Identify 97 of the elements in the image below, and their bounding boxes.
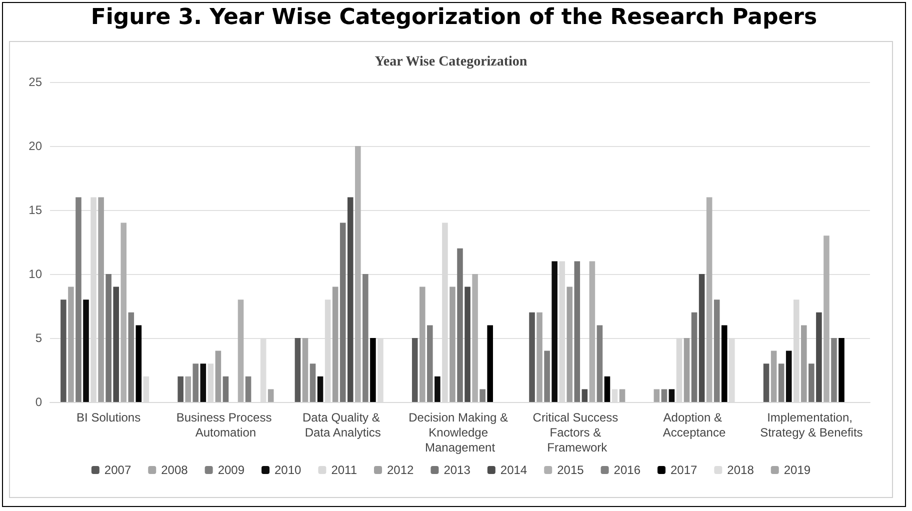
- bar: [824, 236, 830, 402]
- bar: [450, 286, 456, 402]
- legend-label: 2018: [727, 463, 754, 477]
- chart-subtitle: Year Wise Categorization: [374, 54, 528, 70]
- bar: [661, 389, 668, 402]
- bar: [668, 389, 675, 402]
- legend-label: 2013: [444, 463, 471, 477]
- bar: [222, 376, 229, 402]
- bar: [582, 389, 588, 402]
- bar: [128, 312, 134, 402]
- bar: [192, 364, 199, 402]
- bar: [76, 197, 82, 402]
- legend-label: 2019: [784, 463, 811, 477]
- bar: [136, 325, 142, 402]
- x-tick-label: Decision Making & Knowledge Management: [408, 410, 512, 454]
- bar: [698, 274, 705, 402]
- bar: [310, 364, 316, 402]
- bar: [419, 286, 426, 402]
- bar: [370, 338, 376, 402]
- bar: [106, 274, 112, 402]
- bar: [434, 376, 440, 402]
- bar: [427, 325, 433, 402]
- bar: [294, 338, 301, 402]
- legend-label: 2009: [218, 463, 245, 477]
- bar: [786, 350, 792, 402]
- legend-label: 2012: [387, 463, 414, 477]
- legend-label: 2008: [161, 463, 188, 477]
- bar: [589, 261, 596, 402]
- legend-label: 2007: [104, 463, 132, 477]
- bar: [355, 146, 361, 402]
- bar: [838, 338, 844, 402]
- bar: [596, 325, 603, 402]
- y-tick-label: 25: [28, 75, 42, 89]
- legend-label: 2014: [500, 463, 528, 477]
- x-tick-label: Implementation, Strategy & Benefits: [760, 410, 863, 440]
- bar: [200, 364, 206, 402]
- bar: [347, 197, 354, 402]
- legend-label: 2015: [557, 463, 584, 477]
- x-tick-label: Business Process Automation: [176, 410, 276, 440]
- bar: [60, 300, 66, 402]
- bar: [574, 261, 580, 402]
- bar: [340, 222, 346, 402]
- bar: [472, 274, 478, 402]
- bar: [604, 376, 610, 402]
- bar: [120, 222, 127, 402]
- bar: [238, 300, 244, 402]
- bar: [763, 364, 770, 402]
- bar: [68, 286, 74, 402]
- y-tick-label: 0: [35, 395, 42, 409]
- bar: [654, 389, 660, 402]
- bar: [317, 376, 324, 402]
- bar: [684, 338, 690, 402]
- bar: [816, 312, 822, 402]
- bar: [770, 350, 777, 402]
- legend-label: 2010: [274, 463, 302, 477]
- bar: [332, 286, 338, 402]
- bar: [801, 325, 807, 402]
- x-tick-label: Critical Success Factors & Framework: [532, 410, 622, 454]
- bar: [706, 197, 712, 402]
- bar: [113, 286, 119, 402]
- bar: [619, 389, 626, 402]
- legend-label: 2011: [331, 463, 358, 477]
- bar: [480, 389, 486, 402]
- bar: [544, 350, 550, 402]
- bar: [457, 248, 463, 402]
- bar: [808, 364, 814, 402]
- x-tick-label: Data Quality & Data Analytics: [302, 410, 384, 440]
- bar: [178, 376, 184, 402]
- bar: [691, 312, 698, 402]
- bar: [487, 325, 493, 402]
- legend-label: 2016: [614, 463, 641, 477]
- bar: [185, 376, 191, 402]
- y-tick-label: 10: [28, 267, 42, 281]
- y-tick-label: 20: [28, 139, 42, 153]
- x-tick-label: Adoption & Acceptance: [662, 410, 726, 440]
- bar: [362, 274, 368, 402]
- bar: [566, 286, 573, 402]
- bar: [245, 376, 252, 402]
- bar: [831, 338, 837, 402]
- y-tick-label: 5: [35, 331, 42, 345]
- chart-title: Figure 3. Year Wise Categorization of the Research Papers: [90, 4, 818, 32]
- bar: [412, 338, 418, 402]
- bar: [215, 350, 222, 402]
- bar: [529, 312, 535, 402]
- bar: [552, 261, 558, 402]
- y-tick-label: 15: [28, 203, 42, 217]
- bar: [98, 197, 104, 402]
- bar: [778, 364, 784, 402]
- bar: [83, 300, 89, 402]
- x-tick-label: BI Solutions: [76, 410, 141, 424]
- bar: [302, 338, 308, 402]
- bar: [714, 300, 720, 402]
- bar: [464, 286, 470, 402]
- bar: [721, 325, 728, 402]
- legend-label: 2017: [670, 463, 698, 477]
- bar: [536, 312, 542, 402]
- bar: [268, 389, 274, 402]
